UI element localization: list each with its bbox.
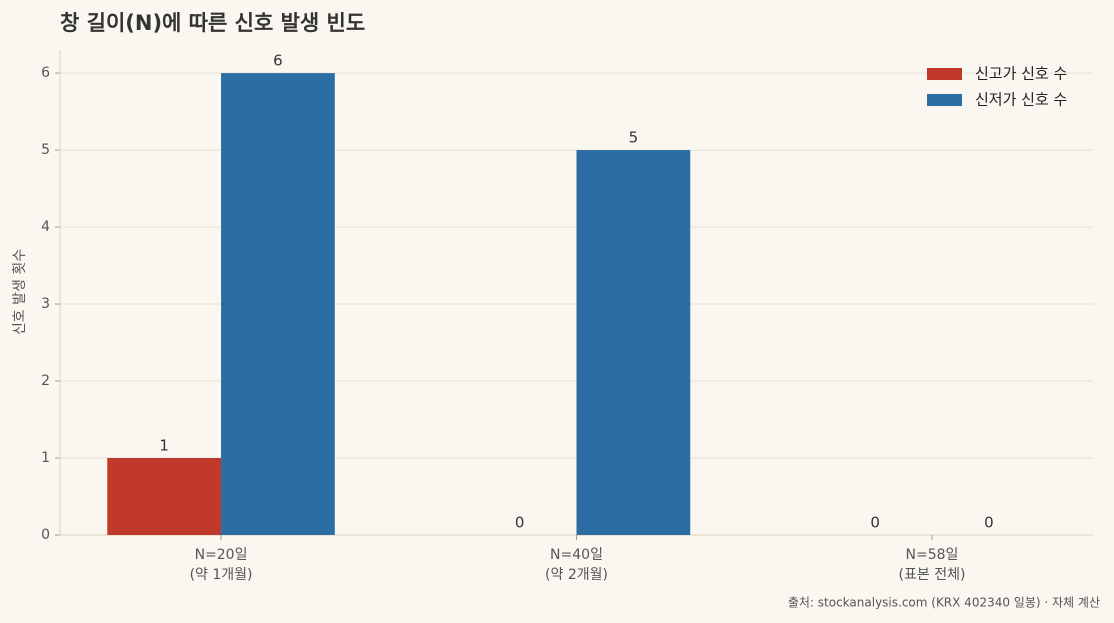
bar-value-label: 6 xyxy=(273,52,283,70)
bar xyxy=(107,458,222,535)
y-tick-label: 4 xyxy=(41,219,50,235)
bar-value-label: 0 xyxy=(870,514,880,532)
x-tick-label: (약 2개월) xyxy=(545,567,608,583)
source-note: 출처: stockanalysis.com (KRX 402340 일봉) · … xyxy=(788,596,1100,610)
legend-swatch xyxy=(927,94,962,106)
y-tick-label: 3 xyxy=(41,296,50,312)
x-tick-label: N=58일 xyxy=(906,547,959,563)
bar xyxy=(576,150,691,536)
legend-label: 신고가 신호 수 xyxy=(975,65,1067,83)
bar-value-label: 0 xyxy=(984,514,994,532)
y-axis-label: 신호 발생 횟수 xyxy=(12,249,28,335)
bar xyxy=(221,73,335,535)
chart-title: 창 길이(N)에 따른 신호 발생 빈도 xyxy=(60,11,365,35)
legend-swatch xyxy=(927,68,962,80)
y-tick-label: 5 xyxy=(41,142,50,158)
y-tick-label: 6 xyxy=(41,65,50,81)
bar-value-label: 1 xyxy=(159,437,169,455)
legend-label: 신저가 신호 수 xyxy=(975,91,1067,109)
x-tick-label: N=40일 xyxy=(550,547,603,563)
bar-value-label: 0 xyxy=(515,514,525,532)
y-tick-label: 1 xyxy=(41,450,50,466)
bar-value-label: 5 xyxy=(629,129,639,147)
y-tick-label: 2 xyxy=(41,373,50,389)
x-tick-label: (표본 전체) xyxy=(899,567,966,583)
x-tick-label: N=20일 xyxy=(195,547,248,563)
y-tick-label: 0 xyxy=(41,527,50,543)
x-tick-label: (약 1개월) xyxy=(190,567,253,583)
